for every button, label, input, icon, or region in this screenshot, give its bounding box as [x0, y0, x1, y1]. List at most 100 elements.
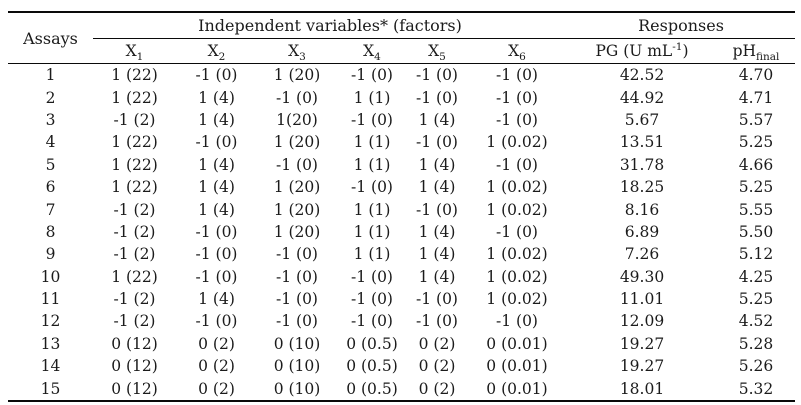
x3-base: X: [288, 42, 300, 60]
x6-cell: -1 (0): [496, 66, 538, 85]
assay-number-cell: 4: [45, 133, 56, 152]
ph-response-cell: 4.52: [738, 312, 774, 331]
x5-cell: 1 (4): [418, 245, 456, 264]
assay-number-cell: 6: [45, 178, 56, 197]
x5-subscript: 5: [439, 51, 446, 64]
assay-number-cell: 14: [40, 357, 61, 376]
x2-cell: -1 (0): [195, 222, 238, 241]
x2-column-header: X2: [176, 38, 257, 64]
x5-cell: -1 (0): [416, 133, 458, 152]
x2-cell: -1 (0): [195, 245, 238, 264]
pg-response-cell: 5.67: [624, 110, 660, 129]
ph-response-cell: 4.71: [738, 88, 774, 107]
x4-cell: 0 (0.5): [346, 357, 398, 376]
ph-response-cell: 5.26: [738, 357, 774, 376]
assay-number-cell: 2: [45, 88, 56, 107]
x1-cell: 1 (22): [111, 178, 158, 197]
x4-cell: -1 (0): [351, 312, 393, 331]
x6-cell: -1 (0): [496, 222, 538, 241]
x3-cell: -1 (0): [276, 155, 318, 174]
table-row: 5 1 (22) 1 (4) -1 (0) 1 (1) 1 (4) -1 (0) 31.78 4…: [8, 154, 795, 176]
table-row: 14 0 (12) 0 (2) 0 (10) 0 (0.5) 0 (2) 0 (0.01) 1…: [8, 355, 795, 377]
assay-number-cell: 1: [45, 66, 56, 85]
x6-cell: -1 (0): [496, 88, 538, 107]
header-group-row: Assays Independent variables* (factors) …: [8, 12, 796, 64]
table-body: 1 1 (22) -1 (0) 1 (20) -1 (0) -1 (0) -1 (0) 42.…: [8, 64, 795, 401]
x6-cell: 1 (0.02): [486, 290, 548, 309]
x1-cell: 0 (12): [111, 357, 158, 376]
ph-response-cell: 5.12: [738, 245, 774, 264]
x2-cell: -1 (0): [195, 133, 238, 152]
pg-response-cell: 49.30: [619, 267, 665, 286]
x5-cell: 0 (2): [418, 334, 456, 353]
pg-response-cell: 18.25: [619, 178, 665, 197]
assay-number-cell: 11: [40, 290, 61, 309]
assay-number-cell: 3: [45, 110, 56, 129]
table-row: 12 -1 (2) -1 (0) -1 (0) -1 (0) -1 (0) -1 (0) 12…: [8, 310, 795, 332]
x4-cell: 1 (1): [353, 245, 391, 264]
table-row: 3 -1 (2) 1 (4) 1(20) -1 (0) 1 (4) -1 (0) 5.67 5.…: [8, 109, 795, 131]
pg-response-cell: 19.27: [619, 357, 665, 376]
pg-response-cell: 42.52: [619, 66, 665, 85]
x6-cell: 1 (0.02): [486, 178, 548, 197]
x1-cell: 1 (22): [111, 133, 158, 152]
table-row: 9 -1 (2) -1 (0) -1 (0) 1 (1) 1 (4) 1 (0.02) 7.2…: [8, 243, 795, 265]
x3-cell: -1 (0): [276, 245, 318, 264]
x6-cell: -1 (0): [496, 312, 538, 331]
x1-cell: 1 (22): [111, 155, 158, 174]
x5-cell: 1 (4): [418, 222, 456, 241]
ph-column-header: pHfinal: [717, 38, 796, 64]
x4-cell: -1 (0): [351, 110, 393, 129]
x5-cell: -1 (0): [416, 88, 458, 107]
x1-cell: -1 (2): [113, 245, 156, 264]
x3-cell: -1 (0): [276, 290, 318, 309]
x3-cell: 1 (20): [273, 200, 321, 219]
table-row: 7 -1 (2) 1 (4) 1 (20) 1 (1) -1 (0) 1 (0.02) 8.1…: [8, 198, 795, 220]
x6-base: X: [508, 42, 520, 60]
x2-cell: 0 (2): [198, 357, 235, 376]
assay-number-cell: 7: [45, 200, 56, 219]
ph-base: pH: [732, 42, 757, 60]
pg-response-cell: 19.27: [619, 334, 665, 353]
header-sub-row: X1 X2 X3 X4 X5 X6 PG (U mL-1) pHfinal: [8, 38, 796, 64]
assays-column-header: Assays: [8, 12, 93, 64]
x2-cell: 1 (4): [198, 88, 235, 107]
x5-cell: -1 (0): [416, 290, 458, 309]
x6-cell: 1 (0.02): [486, 200, 548, 219]
x4-cell: 1 (1): [353, 88, 391, 107]
x3-cell: -1 (0): [276, 88, 318, 107]
pg-response-cell: 13.51: [619, 133, 665, 152]
x2-cell: 1 (4): [198, 290, 235, 309]
pg-response-cell: 6.89: [624, 222, 660, 241]
x5-cell: 1 (4): [418, 110, 456, 129]
pg-label-close: ): [682, 42, 689, 60]
x3-cell: 1 (20): [273, 222, 321, 241]
x2-cell: -1 (0): [195, 312, 238, 331]
ph-response-cell: 4.25: [738, 267, 774, 286]
x1-cell: 1 (22): [111, 267, 158, 286]
x2-subscript: 2: [218, 51, 226, 64]
x1-column-header: X1: [93, 38, 176, 64]
x6-cell: 1 (0.02): [486, 267, 548, 286]
x3-column-header: X3: [257, 38, 337, 64]
x2-cell: -1 (0): [195, 66, 238, 85]
x1-cell: -1 (2): [113, 200, 156, 219]
x5-cell: 1 (4): [418, 155, 456, 174]
x1-cell: 0 (12): [111, 334, 158, 353]
ph-response-cell: 5.25: [738, 133, 774, 152]
assay-number-cell: 15: [40, 379, 61, 398]
x2-cell: 0 (2): [198, 334, 235, 353]
x3-cell: 1 (20): [273, 133, 321, 152]
x4-cell: -1 (0): [351, 267, 393, 286]
table-row: 10 1 (22) -1 (0) -1 (0) -1 (0) 1 (4) 1 (0.02) 4…: [8, 266, 795, 288]
x6-cell: 0 (0.01): [486, 357, 548, 376]
x1-base: X: [125, 42, 137, 60]
table-row: 11 -1 (2) 1 (4) -1 (0) -1 (0) -1 (0) 1 (0.02) 1…: [8, 288, 795, 310]
x5-column-header: X5: [407, 38, 467, 64]
ph-response-cell: 5.32: [738, 379, 774, 398]
x4-column-header: X4: [337, 38, 407, 64]
table-row: 15 0 (12) 0 (2) 0 (10) 0 (0.5) 0 (2) 0 (0.01) 1…: [8, 377, 795, 400]
assay-number-cell: 9: [45, 245, 56, 264]
x3-cell: -1 (0): [276, 267, 318, 286]
